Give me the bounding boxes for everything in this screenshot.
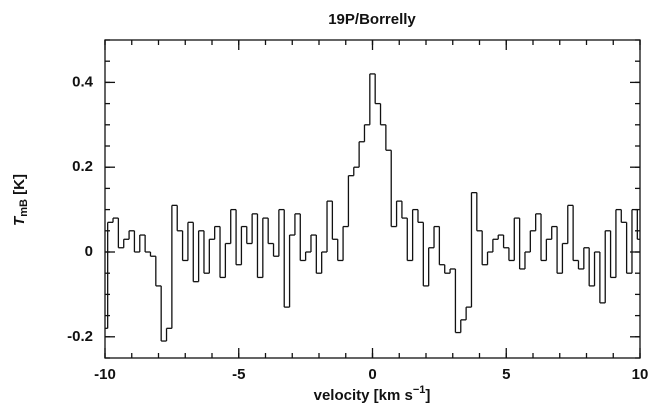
y-axis-label-sub: mB bbox=[18, 199, 30, 217]
x-axis-label: velocity [km s−1] bbox=[314, 384, 431, 404]
y-tick-label: 0.4 bbox=[72, 73, 94, 90]
x-tick-label: -5 bbox=[232, 366, 245, 383]
x-axis-label-end: ] bbox=[425, 387, 430, 404]
y-axis-label-end: [K] bbox=[11, 174, 28, 199]
x-axis-label-sup: −1 bbox=[413, 384, 426, 396]
y-tick-label: -0.2 bbox=[67, 328, 93, 345]
plot-frame bbox=[104, 39, 641, 359]
step-riser bbox=[107, 73, 638, 342]
x-tick-label: 0 bbox=[368, 366, 376, 383]
y-tick-label: 0 bbox=[85, 243, 93, 260]
y-axis-label-text: T bbox=[11, 215, 28, 226]
y-axis-label: TmB [K] bbox=[11, 174, 30, 226]
x-tick-label: -10 bbox=[94, 366, 116, 383]
x-axis-label-text: velocity [km s bbox=[314, 387, 413, 404]
x-tick-label: 5 bbox=[502, 366, 510, 383]
chart-title: 19P/Borrelly bbox=[328, 11, 416, 28]
x-tick-label: 10 bbox=[632, 366, 649, 383]
y-tick-label: 0.2 bbox=[72, 158, 93, 175]
